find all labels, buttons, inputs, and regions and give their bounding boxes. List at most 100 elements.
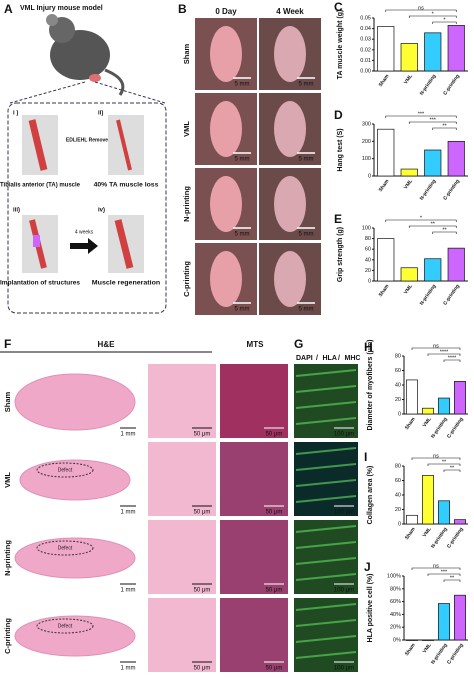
x-tick-label: VML <box>422 416 433 428</box>
y-tick-label: 0.04 <box>360 26 371 32</box>
y-axis-title: TA muscle weight (g) <box>337 10 344 80</box>
significance-label: ns <box>433 563 439 569</box>
significance-label: *** <box>418 111 425 117</box>
zoom-line <box>94 81 166 104</box>
significance-bracket <box>443 469 461 472</box>
bar <box>400 43 418 72</box>
scale-label: 50 μm <box>194 666 211 672</box>
fiber <box>295 525 357 533</box>
y-tick-label: 100% <box>387 573 401 579</box>
label: i ) <box>13 111 18 117</box>
significance-bracket <box>408 225 457 228</box>
y-tick-label: 40% <box>390 612 401 618</box>
chart: HLA positive cell (%) 0% 20% 40% 60% 80% 100% S… <box>367 563 468 665</box>
y-tick-label: 60 <box>395 368 401 374</box>
significance-bracket <box>411 347 461 350</box>
tissue-section <box>19 459 131 501</box>
row-label: VML <box>3 472 12 488</box>
y-tick-label: 0 <box>398 521 401 527</box>
micrograph <box>148 598 216 672</box>
column-header: 0 Day <box>215 7 237 16</box>
significance-bracket <box>385 115 457 118</box>
fiber <box>295 603 357 611</box>
significance-label: * <box>443 17 446 23</box>
label: iv) <box>98 208 105 214</box>
y-tick-label: 60% <box>390 599 401 605</box>
label: iii) <box>13 208 20 214</box>
scale-label: 1 mm <box>121 432 136 438</box>
scale-label: 50 μm <box>194 510 211 516</box>
defect-outline <box>36 462 94 478</box>
significance-bracket <box>411 567 461 570</box>
fluorescence-image <box>294 598 358 672</box>
panel-letter: H <box>364 340 373 354</box>
bar <box>454 594 466 641</box>
y-tick-label: 200 <box>362 139 371 145</box>
y-tick-label: 100 <box>362 225 371 231</box>
row-label: N-printing <box>182 186 191 222</box>
bar <box>454 519 466 525</box>
y-tick-label: 0.03 <box>360 37 371 43</box>
significance-bracket <box>443 579 461 582</box>
y-tick-label: 40 <box>395 492 401 498</box>
photo-tissue <box>274 176 306 232</box>
fiber <box>295 463 357 471</box>
mouse-ear <box>46 14 58 26</box>
significance-label: ** <box>450 465 455 471</box>
scale-label: 5 mm <box>299 307 314 313</box>
chart: Hang test (S) 0 100 200 300 Sham VML N-printing… <box>337 111 468 201</box>
x-tick-label: C-printing <box>442 73 461 96</box>
bar <box>406 514 418 525</box>
mouse-tail <box>104 68 125 96</box>
y-tick-label: 0.00 <box>360 68 371 74</box>
x-tick-label: Sham <box>378 73 391 88</box>
label: Tibialis anterior (TA) muscle <box>0 182 80 189</box>
scale-label: 100 μm <box>334 432 354 438</box>
significance-bracket <box>432 127 457 130</box>
panel-letter: G <box>294 337 303 351</box>
bar <box>422 407 434 415</box>
label: 4 weeks <box>75 229 94 235</box>
significance-bracket <box>427 353 461 356</box>
significance-label: ** <box>442 123 447 129</box>
micrograph <box>220 520 288 594</box>
scale-label: 50 μm <box>266 432 283 438</box>
bar <box>424 258 442 282</box>
significance-label: ** <box>431 221 436 227</box>
significance-label: * <box>432 11 435 17</box>
x-tick-label: C-printing <box>446 526 465 549</box>
scale-label: 1 mm <box>121 588 136 594</box>
row-label: N-printing <box>3 540 12 576</box>
x-tick-label: N-printing <box>419 73 438 96</box>
muscle <box>114 219 134 269</box>
bar <box>424 32 442 72</box>
significance-label: ** <box>450 575 455 581</box>
significance-label: ns <box>433 453 439 459</box>
y-tick-label: 60 <box>365 247 371 253</box>
y-tick-label: 0.02 <box>360 47 371 53</box>
x-tick-label: Sham <box>378 178 391 193</box>
tissue-section <box>14 373 136 431</box>
fluorescence-image <box>294 442 358 516</box>
significance-label: ** <box>442 227 447 233</box>
bar <box>422 475 434 525</box>
process-box <box>7 102 167 314</box>
scale-label: 50 μm <box>194 588 211 594</box>
fiber <box>295 479 357 487</box>
bar <box>438 500 450 525</box>
x-tick-label: C-printing <box>442 283 461 306</box>
row-label: C-printing <box>3 618 12 654</box>
bar <box>424 149 442 177</box>
arrow <box>70 238 98 254</box>
significance-bracket <box>427 463 461 466</box>
y-tick-label: 300 <box>362 121 371 127</box>
photo-tissue <box>274 101 306 157</box>
row-label: C-printing <box>182 261 191 297</box>
photo-tissue <box>210 26 242 82</box>
bar <box>377 238 395 282</box>
defect-outline <box>36 540 94 556</box>
bar <box>406 379 418 415</box>
fiber <box>295 619 357 627</box>
tissue-section <box>14 537 136 579</box>
label: EDL/EHL Remove <box>66 137 108 143</box>
